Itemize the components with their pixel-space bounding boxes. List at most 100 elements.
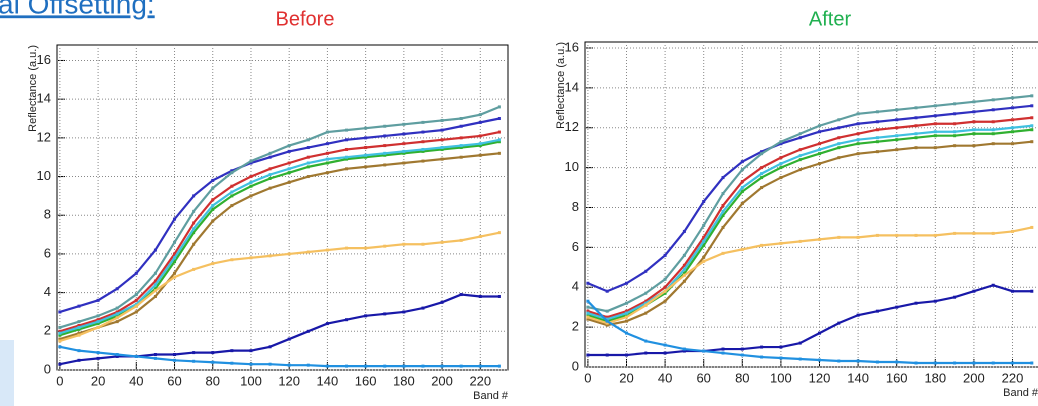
series-point — [383, 153, 387, 157]
series-point — [268, 345, 272, 349]
series-point — [345, 364, 349, 368]
series-point — [953, 231, 957, 235]
series-point — [402, 161, 406, 165]
series-point — [153, 283, 157, 287]
series-point — [644, 339, 648, 343]
series-point — [605, 289, 609, 293]
series-line — [59, 152, 500, 341]
series-point — [837, 136, 841, 140]
series-point — [663, 291, 667, 295]
series-point — [953, 112, 957, 116]
series-point — [440, 138, 444, 142]
series-point — [364, 155, 368, 159]
y-tick-label: 12 — [37, 129, 51, 144]
series-point — [644, 269, 648, 273]
series-point — [702, 223, 706, 227]
series-point — [1030, 140, 1034, 144]
series-point — [721, 251, 725, 255]
series-point — [682, 347, 686, 351]
series-point — [325, 142, 329, 146]
series-point — [153, 279, 157, 283]
series-point — [325, 157, 329, 161]
x-tick-label: 140 — [847, 370, 869, 385]
series-point — [798, 341, 802, 345]
plot-area — [584, 41, 1038, 368]
series-point — [173, 252, 177, 256]
series-point — [345, 138, 349, 142]
series-point — [798, 136, 802, 140]
x-axis-label: Band # — [1003, 387, 1038, 399]
series-point — [287, 252, 291, 256]
series-point — [682, 279, 686, 283]
series-point — [268, 167, 272, 171]
series-point — [497, 364, 501, 368]
series-point — [895, 118, 899, 122]
series-point — [287, 149, 291, 153]
series-point — [268, 254, 272, 258]
series-point — [421, 120, 425, 124]
series-point — [644, 351, 648, 355]
series-point — [721, 203, 725, 207]
series-point — [364, 314, 368, 318]
series-point — [991, 142, 995, 146]
series-point — [134, 310, 138, 314]
series-point — [96, 298, 100, 302]
x-tick-label: 0 — [584, 370, 591, 385]
x-tick-label: 80 — [206, 373, 220, 388]
series-point — [287, 180, 291, 184]
series-line — [587, 94, 1032, 313]
x-tick-label: 60 — [167, 373, 181, 388]
series-point — [798, 357, 802, 361]
series-point — [972, 231, 976, 235]
series-point — [721, 347, 725, 351]
series-point — [402, 142, 406, 146]
series-point — [211, 186, 215, 190]
series-point — [287, 337, 291, 341]
series-point — [421, 147, 425, 151]
series-point — [249, 184, 253, 188]
series-point — [345, 147, 349, 151]
series-point — [605, 353, 609, 357]
series-point — [837, 118, 841, 122]
series-point — [875, 110, 879, 114]
series-point — [421, 364, 425, 368]
x-tick-label: 100 — [770, 370, 792, 385]
series-point — [663, 343, 667, 347]
series-point — [115, 316, 119, 320]
series-point — [779, 140, 783, 144]
series-point — [153, 294, 157, 298]
series-point — [77, 324, 81, 328]
series-point — [740, 190, 744, 194]
series-point — [895, 360, 899, 364]
series-point — [383, 151, 387, 155]
series-point — [115, 354, 119, 358]
x-tick-label: 60 — [696, 370, 710, 385]
series-point — [914, 361, 918, 365]
series-point — [779, 156, 783, 160]
series-point — [192, 351, 196, 355]
series-point — [605, 317, 609, 321]
series-point — [58, 339, 62, 343]
x-tick-label: 200 — [963, 370, 985, 385]
series-point — [914, 116, 918, 120]
series-point — [402, 132, 406, 136]
series-point — [230, 194, 234, 198]
series-point — [663, 351, 667, 355]
series-point — [96, 325, 100, 329]
series-point — [953, 134, 957, 138]
series-point — [306, 161, 310, 165]
series-point — [972, 144, 976, 148]
series-point — [586, 309, 590, 313]
series-point — [663, 289, 667, 293]
series-point — [96, 356, 100, 360]
series-point — [58, 325, 62, 329]
series-point — [895, 134, 899, 138]
series-point — [440, 128, 444, 132]
series-point — [856, 138, 860, 142]
series-line — [587, 284, 1032, 357]
x-tick-label: 140 — [317, 373, 339, 388]
series-point — [760, 355, 764, 359]
series-point — [933, 361, 937, 365]
series-point — [58, 333, 62, 337]
series-point — [421, 242, 425, 246]
